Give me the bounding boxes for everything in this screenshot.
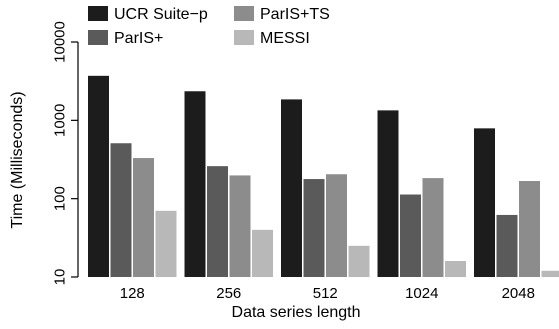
y-tick-label: 1000	[51, 104, 68, 137]
bar	[519, 181, 540, 277]
y-tick-label: 10	[51, 269, 68, 286]
bar	[326, 174, 347, 277]
y-axis: 10 100 1000 10000	[51, 21, 79, 286]
bar	[348, 245, 370, 277]
legend-swatch	[234, 30, 254, 45]
bar	[400, 194, 421, 277]
legend-label: UCR Suite−p	[114, 6, 208, 23]
x-tick-label: 2048	[502, 285, 535, 302]
bar	[281, 99, 302, 278]
legend-swatch	[88, 6, 108, 21]
bar	[445, 261, 466, 277]
y-axis-label: Time (Milliseconds)	[9, 91, 26, 228]
x-tick-label: 256	[216, 285, 241, 302]
x-tick-label: 128	[120, 285, 145, 302]
x-tick-label: 512	[313, 285, 338, 302]
bar	[252, 229, 273, 277]
x-tick-label: 1024	[405, 285, 438, 302]
legend-swatch	[234, 6, 254, 21]
bar	[377, 110, 399, 277]
legend: UCR Suite−p ParIS+ ParIS+TS MESSI	[88, 6, 330, 47]
bar	[229, 175, 251, 277]
x-axis: 128 256 512 1024 2048	[120, 285, 535, 302]
legend-label: ParIS+TS	[260, 6, 330, 23]
bar	[303, 179, 325, 277]
bar	[155, 210, 177, 277]
bar	[541, 270, 559, 277]
y-tick-label: 100	[51, 186, 68, 211]
legend-label: MESSI	[260, 30, 310, 47]
bar	[496, 214, 518, 277]
legend-swatch	[88, 30, 108, 45]
bar	[184, 91, 206, 277]
bar	[110, 143, 132, 277]
bar	[207, 166, 228, 277]
bar	[133, 158, 154, 277]
x-axis-label: Data series length	[232, 304, 361, 321]
bar	[88, 75, 109, 278]
bar	[474, 128, 495, 277]
y-tick-label: 10000	[51, 21, 68, 63]
bar	[422, 178, 444, 277]
bars	[88, 75, 559, 278]
legend-label: ParIS+	[114, 30, 163, 47]
